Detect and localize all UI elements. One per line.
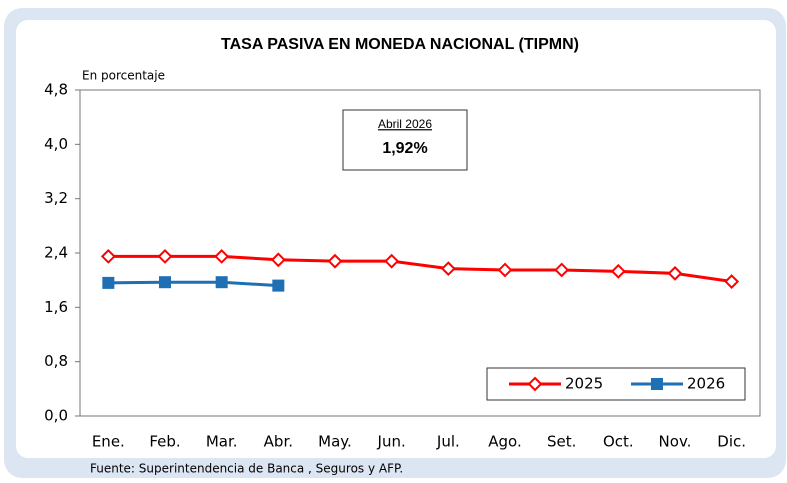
marker — [327, 253, 343, 269]
marker — [440, 261, 456, 277]
annotation-box — [342, 109, 468, 171]
series-line — [108, 280, 279, 288]
y-tick-label: 1,6 — [44, 298, 68, 316]
marker — [102, 276, 115, 289]
marker — [554, 262, 570, 278]
x-tick-label: Mar. — [206, 433, 238, 451]
y-tick-label: 4,8 — [44, 81, 68, 99]
x-tick-label: Abr. — [264, 433, 293, 451]
legend-label: 2026 — [687, 375, 725, 393]
marker — [215, 276, 228, 289]
marker — [610, 263, 626, 279]
source: Fuente: Superintendencia de Banca , Segu… — [90, 462, 403, 476]
annotation-title: Abril 2026 — [378, 117, 432, 131]
x-tick-label: Feb. — [149, 433, 180, 451]
x-tick-label: Oct. — [603, 433, 634, 451]
marker — [384, 253, 400, 269]
marker — [157, 248, 173, 264]
legend-marker — [651, 378, 663, 390]
x-tick-label: Ago. — [488, 433, 521, 451]
marker — [497, 262, 513, 278]
y-tick-label: 3,2 — [44, 189, 68, 207]
y-tick-label: 4,0 — [44, 135, 68, 153]
axis-label: En porcentaje — [82, 69, 165, 83]
marker — [214, 248, 230, 264]
y-tick-label: 0,0 — [44, 407, 68, 425]
x-tick-label: Jun. — [377, 433, 406, 451]
marker — [667, 265, 683, 281]
x-tick-label: Ene. — [92, 433, 125, 451]
x-tick-label: Nov. — [659, 433, 692, 451]
legend-marker — [527, 376, 543, 392]
chart-title: TASA PASIVA EN MONEDA NACIONAL (TIPMN) — [221, 36, 579, 53]
marker — [159, 276, 171, 289]
x-tick-label: May. — [318, 433, 352, 451]
x-tick-label: Set. — [547, 433, 576, 451]
marker — [724, 274, 740, 289]
x-tick-label: Jul. — [436, 433, 460, 451]
marker — [100, 248, 116, 264]
marker — [272, 279, 285, 292]
marker — [270, 252, 286, 268]
y-tick-label: 0,8 — [44, 352, 68, 370]
annotation-value: 1,92% — [382, 140, 427, 157]
x-tick-label: Dic. — [717, 433, 746, 451]
legend-label: 2025 — [565, 375, 603, 393]
y-tick-label: 2,4 — [44, 244, 68, 262]
series-line — [108, 254, 732, 284]
